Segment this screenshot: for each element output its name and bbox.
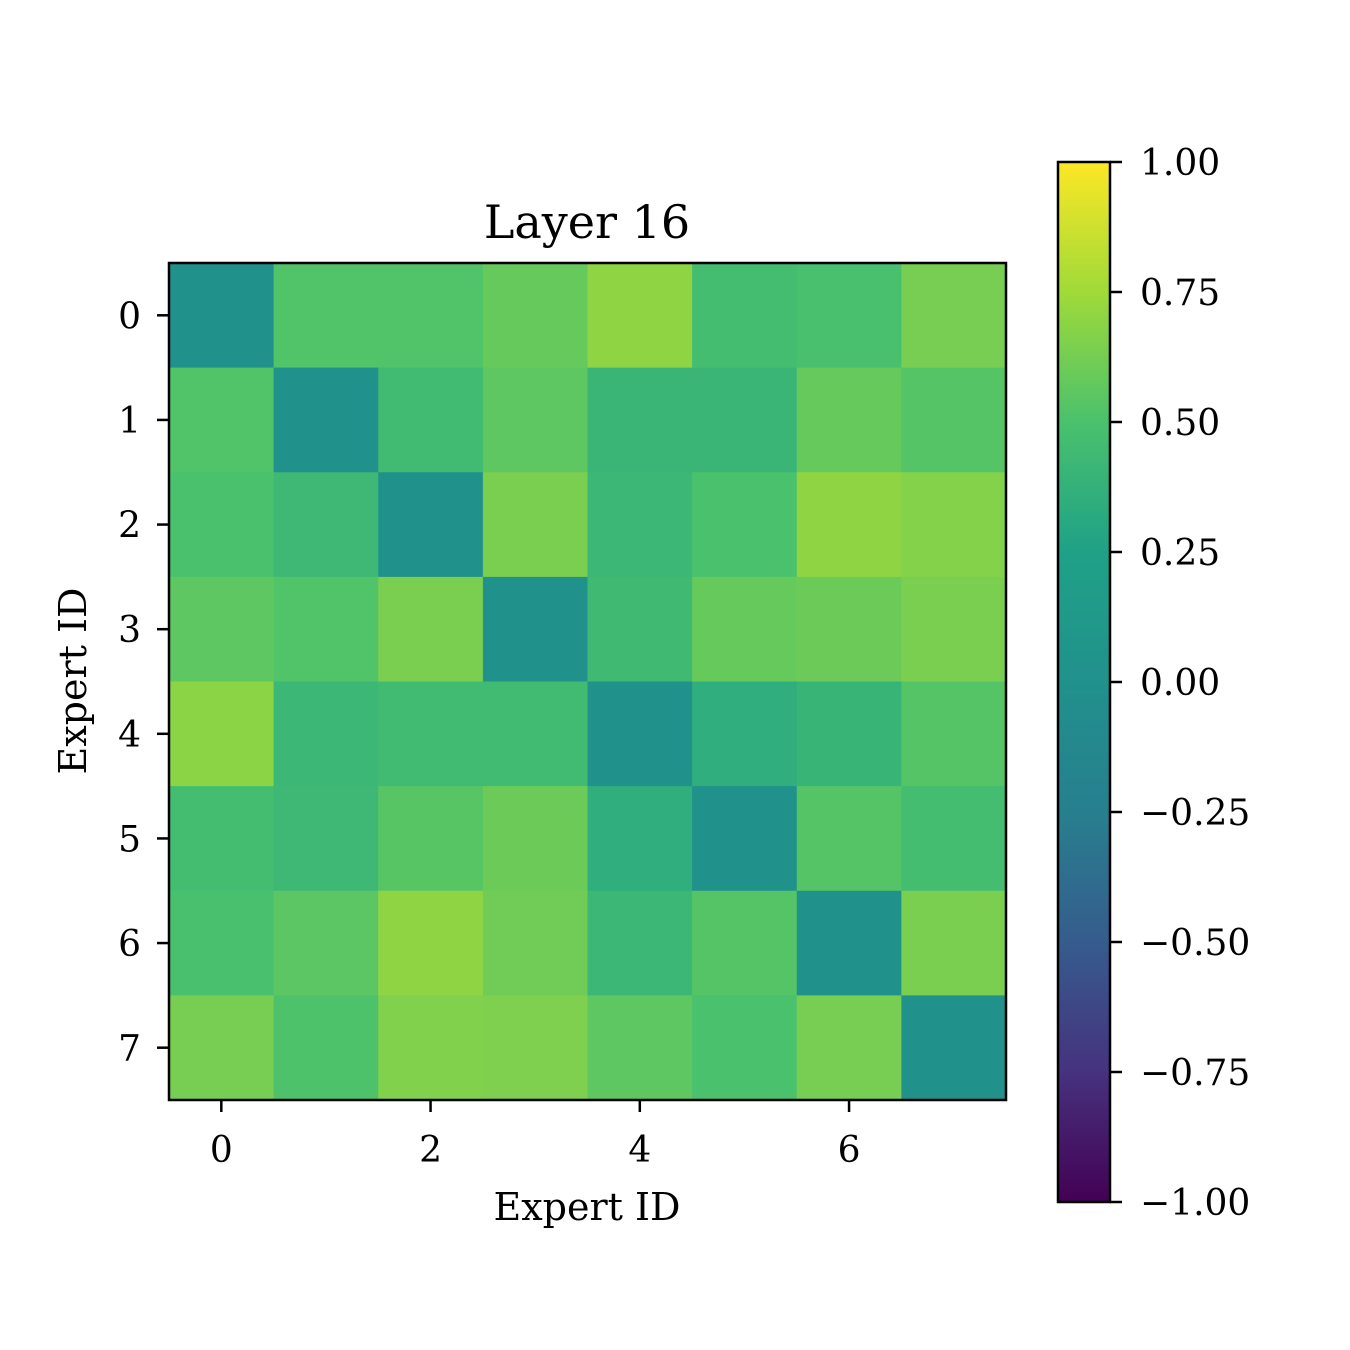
colorbar-tick-label: 0.75	[1140, 273, 1220, 314]
heatmap-cell-7-2	[378, 995, 484, 1101]
y-tick-label: 4	[118, 715, 141, 756]
heatmap-cell-3-7	[901, 576, 1007, 683]
y-axis-label: Expert ID	[51, 588, 95, 775]
heatmap-cell-6-5	[692, 890, 798, 996]
y-tick-label: 0	[118, 296, 141, 337]
colorbar-tick-label: 0.50	[1140, 403, 1220, 444]
heatmap-cell-6-7	[901, 890, 1007, 996]
y-tick-label: 5	[118, 819, 141, 860]
heatmap-cell-1-1	[273, 367, 379, 473]
heatmap-cell-7-5	[692, 995, 798, 1101]
colorbar-tick-label: −0.75	[1140, 1053, 1250, 1094]
heatmap-cell-5-6	[796, 786, 902, 892]
heatmap-cell-1-2	[378, 367, 484, 473]
heatmap-cell-7-3	[482, 995, 589, 1101]
heatmap-cell-3-5	[692, 576, 798, 683]
x-tick-label: 6	[838, 1130, 861, 1171]
heatmap-cell-2-3	[482, 472, 589, 578]
heatmap-cell-1-4	[587, 367, 693, 473]
heatmap-cell-7-7	[901, 995, 1007, 1101]
colorbar-ticks: 1.00 0.75 0.50 0.25 0.00 −0.25 −0.50 −0.75 −1.00	[1110, 143, 1250, 1224]
heatmap-cell-2-0	[169, 472, 275, 578]
heatmap-cell-6-6	[796, 890, 902, 996]
heatmap-cell-6-1	[273, 890, 379, 996]
x-tick-label: 4	[628, 1130, 651, 1171]
heatmap-cell-4-6	[796, 681, 902, 787]
heatmap-cell-5-0	[169, 786, 275, 892]
heatmap-cell-3-4	[587, 576, 693, 683]
heatmap-cell-5-4	[587, 786, 693, 892]
y-tick-label: 6	[118, 924, 141, 965]
heatmap-cell-1-5	[692, 367, 798, 473]
heatmap-cell-6-2	[378, 890, 484, 996]
colorbar-tick-label: 0.25	[1140, 533, 1220, 574]
heatmap-cell-4-7	[901, 681, 1007, 787]
heatmap-cell-0-1	[273, 263, 379, 369]
heatmap-cell-5-7	[901, 786, 1007, 892]
heatmap-cell-2-7	[901, 472, 1007, 578]
heatmap-cell-0-6	[796, 263, 902, 369]
heatmap-cell-4-1	[273, 681, 379, 787]
x-tick-label: 2	[419, 1130, 442, 1171]
heatmap-cell-2-1	[273, 472, 379, 578]
heatmap-cell-3-3	[482, 576, 589, 683]
heatmap-cell-3-2	[378, 576, 484, 683]
heatmap-cell-4-5	[692, 681, 798, 787]
heatmap-cell-1-7	[901, 367, 1007, 473]
colorbar-tick-label: −1.00	[1140, 1183, 1250, 1224]
heatmap-cell-7-0	[169, 995, 275, 1101]
plot-frame	[167, 261, 1008, 1102]
y-tick-label: 1	[118, 401, 141, 442]
y-tick-label: 7	[118, 1029, 141, 1070]
heatmap-cell-5-5	[692, 786, 798, 892]
chart-title: Layer 16	[484, 195, 690, 249]
heatmap-cell-0-3	[482, 263, 589, 369]
heatmap-cell-1-3	[482, 367, 589, 473]
heatmap-cell-5-1	[273, 786, 379, 892]
x-axis-label: Expert ID	[494, 1185, 681, 1229]
heatmap-cell-0-7	[901, 263, 1007, 369]
heatmap-cell-7-1	[273, 995, 379, 1101]
colorbar-tick-label: 1.00	[1140, 143, 1220, 184]
heatmap-cell-4-3	[482, 681, 589, 787]
heatmap-cell-3-1	[273, 576, 379, 683]
heatmap-cell-4-4	[587, 681, 693, 787]
heatmap-cell-4-0	[169, 681, 275, 787]
x-axis-ticks: 0 2 4 6	[210, 1100, 861, 1171]
heatmap-cell-6-0	[169, 890, 275, 996]
heatmap-cell-0-2	[378, 263, 484, 369]
heatmap-cell-6-3	[482, 890, 589, 996]
heatmap-cell-3-0	[169, 576, 275, 683]
heatmap-cell-4-2	[378, 681, 484, 787]
heatmap-cell-2-4	[587, 472, 693, 578]
colorbar-tick-label: 0.00	[1140, 663, 1220, 704]
heatmap-cell-2-5	[692, 472, 798, 578]
heatmap-cell-0-5	[692, 263, 798, 369]
heatmap-cell-5-3	[482, 786, 589, 892]
heatmap-cell-6-4	[587, 890, 693, 996]
heatmap-cell-1-0	[169, 367, 275, 473]
heatmap-cell-0-4	[587, 263, 693, 369]
y-tick-label: 3	[118, 610, 141, 651]
heatmap-cell-7-4	[587, 995, 693, 1101]
heatmap-cell-0-0	[169, 263, 275, 369]
heatmap-cell-2-2	[378, 472, 484, 578]
x-tick-label: 0	[210, 1130, 233, 1171]
heatmap-cell-2-6	[796, 472, 902, 578]
y-tick-label: 2	[118, 506, 141, 547]
heatmap-cells	[169, 263, 1007, 1101]
y-axis-ticks: 0 1 2 3 4 5 6 7	[118, 296, 169, 1070]
colorbar-tick-label: −0.25	[1140, 793, 1250, 834]
colorbar-tick-label: −0.50	[1140, 923, 1250, 964]
heatmap-cell-3-6	[796, 576, 902, 683]
heatmap-cell-1-6	[796, 367, 902, 473]
heatmap-cell-5-2	[378, 786, 484, 892]
heatmap-cell-7-6	[796, 995, 902, 1101]
colorbar	[1056, 160, 1112, 1204]
